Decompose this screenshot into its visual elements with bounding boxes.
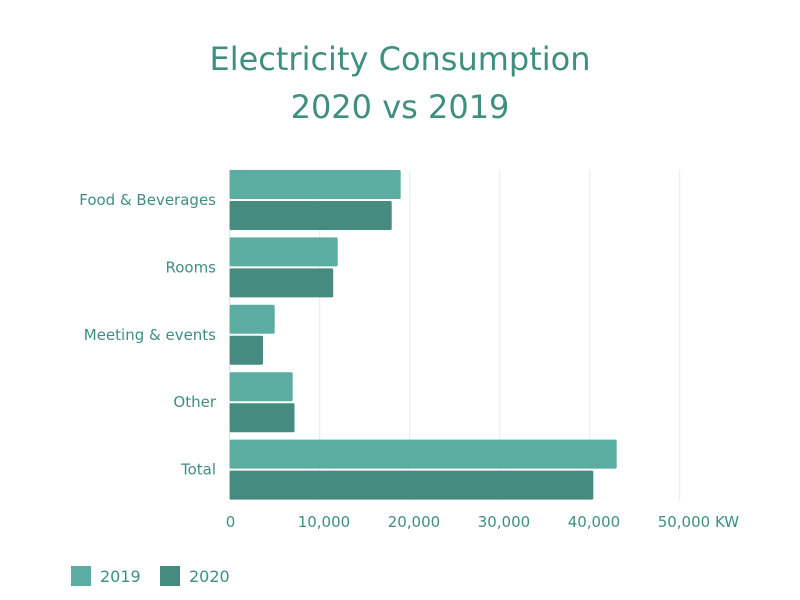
bar-2019 bbox=[229, 439, 617, 469]
category-label: Other bbox=[173, 393, 216, 411]
x-tick-label: 50,000 KW bbox=[658, 513, 740, 531]
x-tick-label: 10,000 bbox=[298, 513, 351, 531]
bar-2019 bbox=[229, 304, 275, 334]
bar-2019 bbox=[229, 237, 338, 267]
x-tick-label: 30,000 bbox=[478, 513, 531, 531]
chart-title: Electricity Consumption bbox=[209, 40, 591, 78]
x-tick-label: 20,000 bbox=[388, 513, 441, 531]
legend-label-2020: 2020 bbox=[189, 566, 230, 586]
legend-item-2020: 2020 bbox=[160, 566, 230, 586]
category-label: Meeting & events bbox=[84, 326, 216, 344]
x-tick-label: 40,000 bbox=[568, 513, 621, 531]
category-label: Rooms bbox=[165, 258, 216, 276]
bar-2019 bbox=[229, 170, 401, 199]
legend-swatch-2020 bbox=[160, 566, 180, 586]
legend-label-2019: 2019 bbox=[100, 566, 141, 586]
bar-2020 bbox=[229, 268, 334, 298]
chart-subtitle: 2020 vs 2019 bbox=[290, 88, 510, 126]
bar-2019 bbox=[229, 372, 293, 402]
x-tick-label: 0 bbox=[226, 513, 236, 531]
bar-2020 bbox=[229, 201, 392, 230]
legend-item-2019: 2019 bbox=[71, 566, 141, 586]
category-label: Food & Beverages bbox=[79, 191, 216, 209]
legend-swatch-2019 bbox=[71, 566, 91, 586]
bar-2020 bbox=[229, 335, 263, 365]
bar-2020 bbox=[229, 470, 594, 500]
category-label: Total bbox=[180, 461, 216, 479]
bar-2020 bbox=[229, 403, 295, 433]
